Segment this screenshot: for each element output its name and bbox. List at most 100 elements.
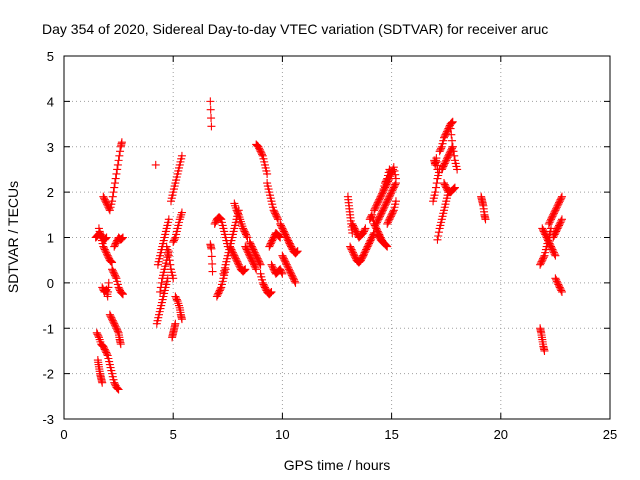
data-point bbox=[382, 176, 391, 185]
data-point bbox=[258, 150, 267, 159]
data-point bbox=[450, 183, 459, 192]
data-point bbox=[434, 231, 443, 240]
data-point bbox=[113, 160, 122, 169]
data-point bbox=[390, 166, 399, 175]
data-point bbox=[278, 269, 287, 278]
data-point bbox=[383, 242, 392, 251]
data-point bbox=[166, 260, 175, 269]
data-point bbox=[156, 287, 165, 296]
data-point bbox=[481, 215, 490, 224]
x-tick-label: 15 bbox=[384, 427, 398, 442]
data-point bbox=[177, 315, 186, 324]
data-point bbox=[169, 274, 178, 283]
data-point bbox=[107, 257, 116, 266]
data-point bbox=[551, 251, 560, 260]
data-point bbox=[94, 331, 103, 340]
data-point bbox=[216, 214, 225, 223]
data-point bbox=[293, 247, 302, 256]
data-point bbox=[164, 251, 173, 260]
grid bbox=[64, 56, 610, 419]
data-point bbox=[391, 170, 400, 179]
data-point bbox=[433, 235, 442, 244]
data-point bbox=[165, 256, 174, 265]
data-point bbox=[110, 179, 119, 188]
data-point bbox=[241, 265, 250, 274]
data-point bbox=[113, 165, 122, 174]
data-point bbox=[274, 215, 283, 224]
data-point bbox=[267, 287, 276, 296]
data-point bbox=[446, 124, 455, 133]
data-point bbox=[263, 169, 272, 178]
data-point bbox=[447, 130, 456, 139]
x-tick-label: 25 bbox=[603, 427, 617, 442]
x-tick-label: 10 bbox=[275, 427, 289, 442]
y-tick-label: 0 bbox=[47, 276, 54, 291]
data-point bbox=[557, 192, 566, 201]
data-point bbox=[449, 147, 458, 156]
data-point bbox=[277, 268, 286, 277]
data-point bbox=[233, 209, 242, 218]
data-point bbox=[539, 253, 548, 262]
data-point bbox=[118, 290, 127, 299]
data-point bbox=[291, 278, 300, 287]
data-point bbox=[113, 327, 122, 336]
data-point bbox=[448, 118, 457, 127]
data-point bbox=[111, 174, 120, 183]
data-point bbox=[292, 248, 301, 257]
data-point bbox=[216, 284, 225, 293]
data-point bbox=[170, 235, 179, 244]
data-point bbox=[207, 122, 216, 131]
x-axis-label: GPS time / hours bbox=[284, 457, 391, 473]
data-point bbox=[101, 235, 110, 244]
data-point bbox=[101, 234, 110, 243]
data-point bbox=[557, 216, 566, 225]
data-point bbox=[207, 114, 216, 123]
y-tick-label: -1 bbox=[42, 321, 54, 336]
data-point bbox=[117, 235, 126, 244]
data-point bbox=[550, 250, 559, 259]
data-point bbox=[434, 228, 443, 237]
data-point bbox=[275, 232, 284, 241]
data-point bbox=[432, 183, 441, 192]
data-point bbox=[450, 151, 459, 160]
data-point bbox=[104, 278, 113, 287]
data-point bbox=[274, 231, 283, 240]
data-point bbox=[557, 194, 566, 203]
data-point bbox=[113, 384, 122, 393]
data-point bbox=[116, 147, 125, 156]
data-point bbox=[117, 288, 126, 297]
data-point bbox=[292, 247, 301, 256]
data-point bbox=[113, 383, 122, 392]
data-point bbox=[239, 266, 248, 275]
data-point bbox=[448, 142, 457, 151]
y-tick-label: 5 bbox=[47, 49, 54, 64]
data-point bbox=[177, 208, 186, 217]
data-point bbox=[389, 163, 398, 172]
data-point bbox=[266, 288, 275, 297]
data-point bbox=[450, 184, 459, 193]
data-point bbox=[108, 258, 117, 267]
data-point bbox=[206, 97, 215, 106]
data-point bbox=[164, 215, 173, 224]
data-point bbox=[448, 117, 457, 126]
data-point bbox=[207, 252, 216, 261]
data-point bbox=[110, 183, 119, 192]
data-point bbox=[106, 256, 115, 265]
data-point bbox=[118, 234, 127, 243]
data-point bbox=[98, 378, 107, 387]
data-point bbox=[156, 283, 165, 292]
data-point bbox=[432, 179, 441, 188]
data-point bbox=[177, 151, 186, 160]
data-point bbox=[361, 224, 370, 233]
data-point bbox=[215, 213, 224, 222]
data-point bbox=[557, 215, 566, 224]
data-point bbox=[108, 192, 117, 201]
y-tick-label: -3 bbox=[42, 412, 54, 427]
data-point bbox=[447, 119, 456, 128]
data-point bbox=[557, 287, 566, 296]
data-point bbox=[116, 340, 125, 349]
data-point bbox=[112, 169, 121, 178]
data-point bbox=[114, 156, 123, 165]
data-point bbox=[360, 225, 369, 234]
